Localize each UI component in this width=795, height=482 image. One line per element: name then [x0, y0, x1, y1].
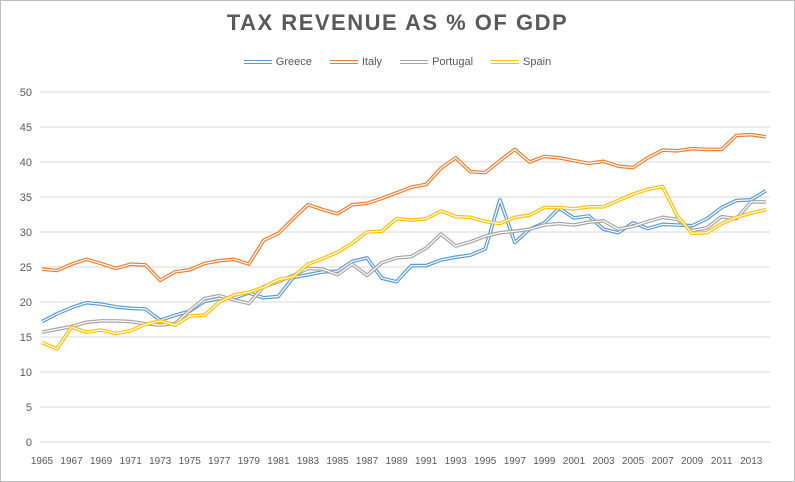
- series-line-spain: [41, 184, 767, 351]
- legend-item-italy: Italy: [329, 56, 383, 68]
- x-tick-label: 1971: [120, 456, 143, 467]
- legend-item-portugal: Portugal: [400, 56, 473, 68]
- y-tick-label: 45: [20, 122, 32, 134]
- legend-swatch: [243, 60, 272, 64]
- y-tick-label: 40: [20, 157, 32, 169]
- x-tick-label: 1987: [356, 456, 379, 467]
- legend-swatch: [329, 60, 358, 64]
- y-tick-label: 15: [20, 332, 32, 344]
- legend-swatch: [491, 60, 520, 64]
- x-tick-label: 2005: [622, 456, 645, 467]
- y-tick-label: 25: [20, 262, 32, 274]
- x-tick-label: 1975: [179, 456, 202, 467]
- x-tick-label: 1969: [90, 456, 113, 467]
- x-tick-label: 1965: [31, 456, 54, 467]
- y-tick-label: 20: [20, 297, 32, 309]
- x-tick-label: 1991: [415, 456, 438, 467]
- y-tick-label: 50: [20, 87, 32, 99]
- y-tick-label: 10: [20, 367, 32, 379]
- chart-title: TAX REVENUE AS % OF GDP: [226, 10, 569, 35]
- x-tick-label: 1977: [208, 456, 231, 467]
- x-tick-label: 2009: [681, 456, 704, 467]
- legend-label: Italy: [361, 56, 383, 68]
- series-line-core-portugal: [41, 201, 766, 333]
- y-tick-label: 35: [20, 192, 32, 204]
- x-tick-label: 1995: [474, 456, 497, 467]
- x-tick-label: 1973: [149, 456, 172, 467]
- legend-item-spain: Spain: [491, 56, 551, 68]
- series-line-core-spain: [41, 185, 767, 350]
- x-tick-label: 1989: [385, 456, 408, 467]
- series-line-core-italy: [41, 134, 767, 281]
- x-tick-label: 2013: [740, 456, 763, 467]
- series-line-core-greece: [41, 190, 767, 323]
- x-tick-label: 1997: [504, 456, 527, 467]
- y-tick-label: 30: [20, 227, 32, 239]
- x-tick-label: 1967: [60, 456, 83, 467]
- x-tick-label: 2007: [651, 456, 674, 467]
- legend-item-greece: Greece: [243, 56, 312, 68]
- x-tick-label: 1983: [297, 456, 320, 467]
- x-tick-label: 1979: [238, 456, 261, 467]
- legend-label: Portugal: [432, 56, 474, 68]
- legend-label: Greece: [275, 56, 312, 68]
- legend-swatch: [400, 60, 429, 64]
- legend-label: Spain: [523, 56, 552, 68]
- x-tick-label: 1985: [326, 456, 349, 467]
- x-tick-label: 2011: [711, 456, 733, 467]
- x-tick-label: 2003: [592, 456, 615, 467]
- chart-legend: Greece Italy Portugal Spain: [0, 56, 795, 68]
- x-tick-label: 1993: [445, 456, 468, 467]
- y-tick-label: 0: [26, 437, 32, 449]
- x-tick-label: 1999: [533, 456, 556, 467]
- x-tick-label: 2001: [563, 456, 586, 467]
- x-tick-label: 1981: [267, 456, 290, 467]
- y-tick-label: 5: [26, 402, 32, 414]
